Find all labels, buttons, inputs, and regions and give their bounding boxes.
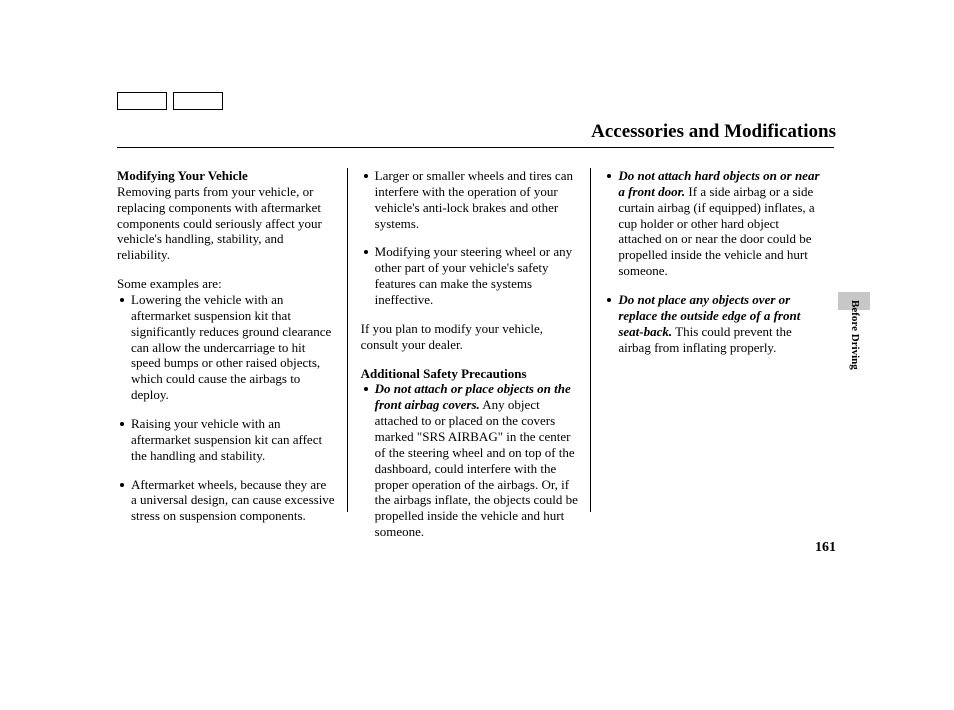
list-item: Larger or smaller wheels and tires can i… [361, 168, 579, 231]
title-rule [117, 147, 834, 148]
page-number: 161 [815, 540, 836, 556]
list-item: Aftermarket wheels, because they are a u… [117, 477, 335, 525]
col1-list: Lowering the vehicle with an aftermarket… [117, 292, 335, 524]
nav-prev-button[interactable] [117, 92, 167, 110]
col2-heading: Additional Safety Precautions [361, 366, 579, 382]
column-1: Modifying Your Vehicle Removing parts fr… [117, 168, 347, 512]
precaution-bold: Do not attach or place objects on the fr… [375, 381, 571, 412]
content-columns: Modifying Your Vehicle Removing parts fr… [117, 168, 834, 512]
side-section-label: Before Driving [849, 300, 861, 370]
nav-button-row [117, 92, 223, 110]
list-item: Do not place any objects over or replace… [604, 292, 822, 355]
col3-list: Do not attach hard objects on or near a … [604, 168, 822, 355]
nav-next-button[interactable] [173, 92, 223, 110]
page-title: Accessories and Modifications [591, 121, 836, 143]
col1-examples-label: Some examples are: [117, 276, 335, 292]
list-item: Do not attach or place objects on the fr… [361, 381, 579, 540]
precaution-text: Any object attached to or placed on the … [375, 397, 578, 539]
col1-intro: Removing parts from your vehicle, or rep… [117, 184, 335, 263]
list-item: Do not attach hard objects on or near a … [604, 168, 822, 279]
column-2: Larger or smaller wheels and tires can i… [347, 168, 591, 512]
col2-list-top: Larger or smaller wheels and tires can i… [361, 168, 579, 308]
col2-advice: If you plan to modify your vehicle, cons… [361, 321, 579, 353]
column-3: Do not attach hard objects on or near a … [590, 168, 834, 512]
col2-list-bottom: Do not attach or place objects on the fr… [361, 381, 579, 540]
list-item: Lowering the vehicle with an aftermarket… [117, 292, 335, 403]
list-item: Raising your vehicle with an aftermarket… [117, 416, 335, 464]
col1-heading: Modifying Your Vehicle [117, 168, 335, 184]
page: Accessories and Modifications Modifying … [0, 0, 954, 710]
list-item: Modifying your steering wheel or any oth… [361, 244, 579, 307]
